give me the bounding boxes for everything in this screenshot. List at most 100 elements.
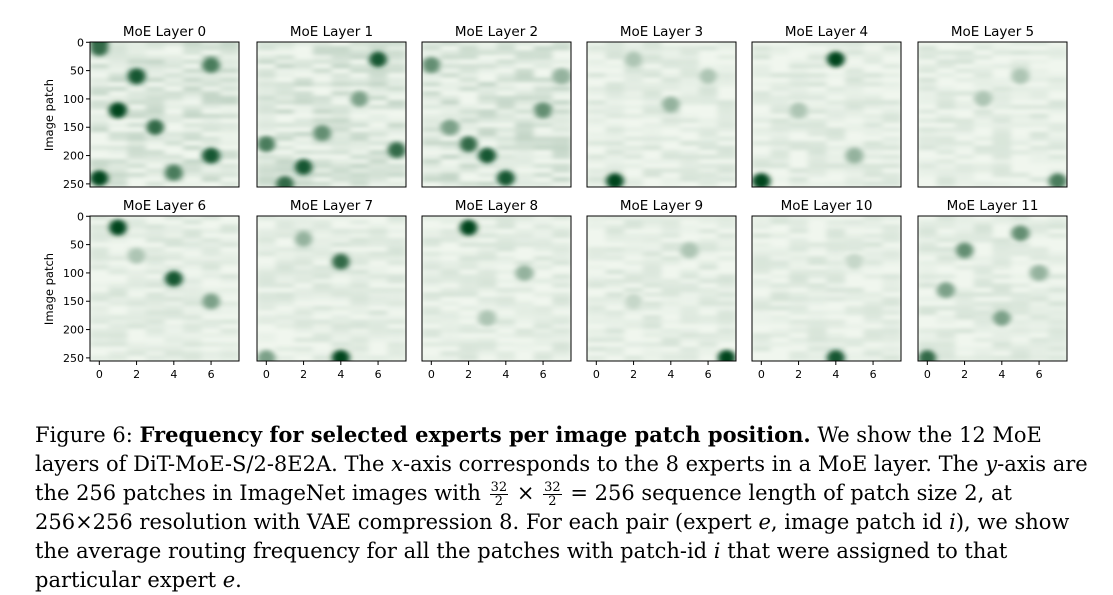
heatmap-cell: [918, 243, 937, 247]
heatmap-cell: [387, 343, 406, 346]
heatmap-cell: [1029, 347, 1049, 351]
heatmap-cell: [717, 238, 736, 242]
heatmap-cell: [477, 216, 497, 219]
heatmap-cell: [992, 83, 1012, 86]
heatmap-cell: [605, 128, 625, 131]
heatmap-cell: [698, 306, 718, 310]
heatmap-cell: [331, 146, 351, 150]
heatmap-cell: [863, 141, 883, 145]
heatmap-cell: [680, 169, 699, 172]
heatmap-cell: [936, 173, 956, 177]
heatmap-cell: [387, 334, 406, 337]
heatmap-cell: [257, 302, 276, 305]
heatmap-cell: [882, 101, 901, 104]
heatmap-cell: [1011, 119, 1030, 122]
heatmap-cell: [789, 275, 808, 278]
heatmap-cell: [1011, 325, 1030, 328]
heatmap-cell: [350, 352, 369, 355]
heatmap-cell: [350, 155, 369, 159]
heatmap-cell: [552, 229, 571, 233]
heatmap-cell: [350, 261, 369, 265]
heatmap-cell: [661, 329, 681, 333]
heatmap-cell: [882, 182, 901, 186]
heatmap-cell: [807, 182, 827, 186]
heatmap-cell: [533, 229, 553, 233]
heatmap-cell: [992, 220, 1012, 224]
heatmap-cell: [661, 338, 681, 342]
heatmap-cell: [368, 155, 388, 159]
heatmap-cell: [807, 101, 827, 104]
heatmap-cell: [680, 288, 699, 292]
heatmap-cell: [587, 105, 606, 109]
heatmap-cell: [624, 105, 643, 109]
heatmap-cell: [552, 155, 571, 159]
heatmap-cell: [294, 311, 313, 314]
heatmap-cell: [918, 338, 937, 342]
heatmap-cell: [127, 110, 146, 113]
heatmap-cell: [515, 261, 534, 265]
heatmap-cell: [164, 257, 184, 260]
heatmap-cell: [220, 238, 239, 242]
heatmap-cell: [331, 87, 351, 91]
heatmap-cell: [826, 220, 846, 224]
heatmap-cell: [936, 87, 956, 91]
heatmap-cell: [717, 105, 736, 109]
heatmap-cell: [183, 74, 202, 77]
heatmap-cell: [642, 343, 662, 346]
x-tick-label: 2: [300, 368, 307, 381]
heatmap-cell: [312, 182, 332, 186]
heatmap-cell: [1029, 329, 1049, 333]
heatmap-cell: [477, 110, 497, 113]
heatmap-cell: [717, 74, 736, 77]
heatmap-cell: [257, 55, 276, 59]
heatmap-cell: [1011, 315, 1030, 319]
heatmap-cell: [717, 257, 736, 260]
heatmap-cell: [992, 114, 1012, 118]
heatmap-cell: [1048, 132, 1067, 136]
heatmap-cell: [845, 182, 864, 186]
heatmap-cell: [789, 293, 808, 296]
heatmap-cell: [90, 334, 109, 337]
heatmap-cell: [496, 320, 516, 324]
heatmap-cell: [368, 252, 388, 256]
heatmap-cell: [605, 329, 625, 333]
heatmap-cell: [789, 297, 808, 301]
panel-title: MoE Layer 9: [620, 198, 703, 214]
heatmap-cell: [1048, 320, 1067, 324]
heatmap-cell: [680, 160, 699, 163]
heatmap-cell: [350, 338, 369, 342]
heatmap-cell: [642, 347, 662, 351]
heatmap-cell: [108, 173, 128, 177]
heatmap-cell: [275, 69, 295, 73]
heatmap-cell: [368, 329, 388, 333]
heatmap-cell: [642, 306, 662, 310]
heatmap-cell: [496, 96, 516, 100]
heatmap-cell: [496, 132, 516, 136]
heatmap-cell: [992, 334, 1012, 337]
heatmap-cell: [294, 151, 313, 154]
heatmap-cell: [387, 216, 406, 219]
heatmap-cell: [108, 356, 128, 360]
heatmap-cell: [826, 275, 846, 278]
heatmap-cell: [936, 248, 956, 251]
heatmap-cell: [845, 352, 864, 355]
heatmap-cell: [680, 225, 699, 228]
heatmap-cell: [826, 243, 846, 247]
heatmap-cell: [605, 46, 625, 50]
heatmap-cell: [145, 320, 165, 324]
heatmap-hotspot: [826, 349, 845, 361]
heatmap-cell: [882, 229, 901, 233]
heatmap-cell: [882, 141, 901, 145]
heatmap-cell: [387, 164, 406, 168]
heatmap-cell: [955, 101, 974, 104]
heatmap-cell: [752, 101, 771, 104]
heatmap-cell: [257, 306, 276, 310]
heatmap-cell: [164, 243, 184, 247]
heatmap-cell: [533, 315, 553, 319]
heatmap-cell: [1029, 132, 1049, 136]
heatmap-cell: [863, 55, 883, 59]
y-tick-label: 50: [70, 239, 84, 252]
heatmap-cell: [145, 78, 165, 82]
heatmap-cell: [807, 110, 827, 113]
heatmap-cell: [936, 329, 956, 333]
